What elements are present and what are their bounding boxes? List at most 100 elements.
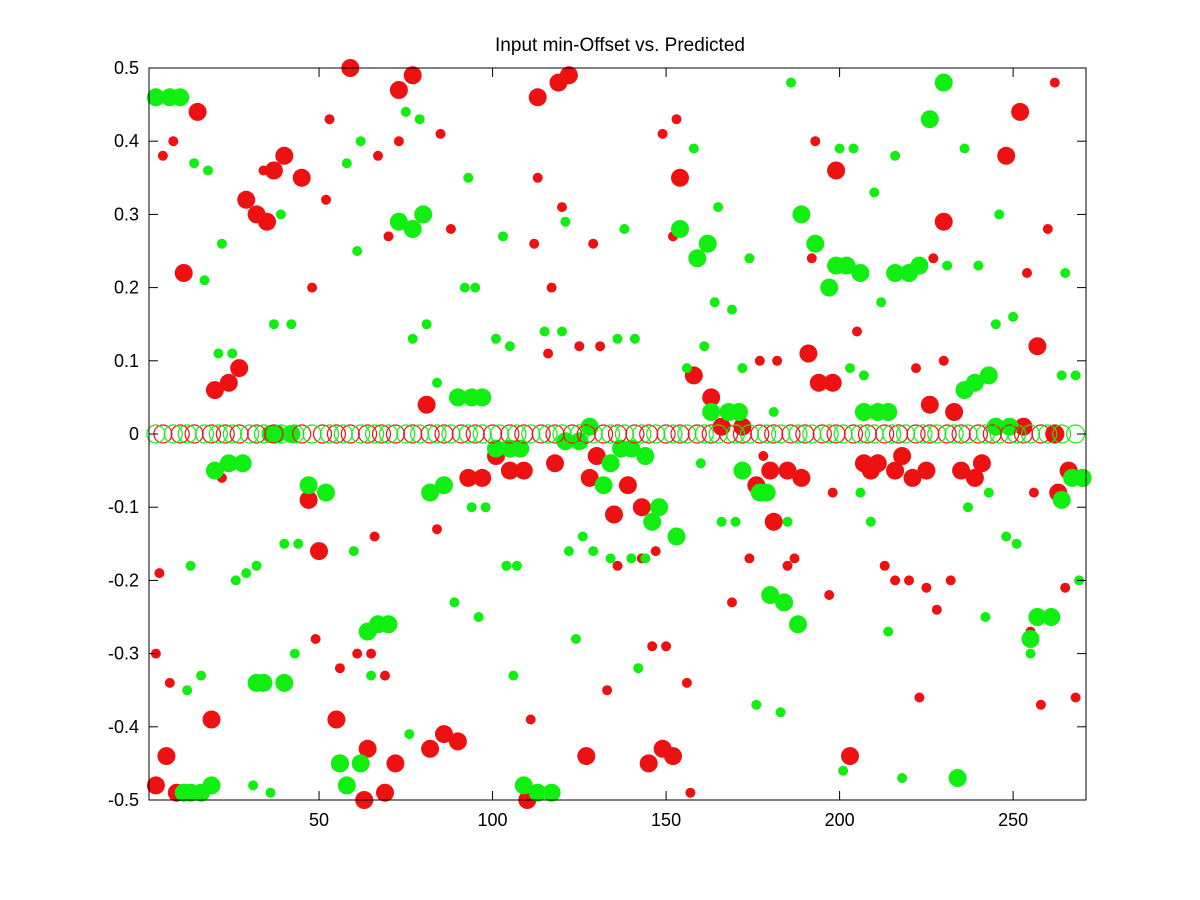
red-ring-marker <box>483 424 503 444</box>
green-data-point <box>612 333 623 344</box>
red-data-point <box>764 512 783 531</box>
y-tick-label: 0.3 <box>114 204 139 224</box>
green-data-point <box>570 634 581 644</box>
green-data-point <box>414 205 433 224</box>
red-data-point <box>299 490 318 509</box>
red-data-point <box>792 468 811 487</box>
red-data-point <box>321 194 331 205</box>
red-ring-marker <box>451 424 471 444</box>
green-data-point <box>879 403 898 421</box>
red-data-point <box>639 754 658 773</box>
red-data-point <box>841 747 859 766</box>
y-tick-label: -0.1 <box>108 497 139 517</box>
green-data-point <box>1042 608 1061 626</box>
green-data-point <box>1011 538 1022 549</box>
green-data-point <box>920 110 939 129</box>
green-data-point <box>557 326 567 337</box>
green-ring-marker <box>319 424 340 444</box>
series-green-filled-small <box>182 77 1085 798</box>
green-data-point <box>282 425 301 443</box>
green-data-point <box>1028 608 1047 626</box>
red-data-point <box>580 468 599 487</box>
red-data-point <box>168 136 179 147</box>
green-data-point <box>470 282 481 293</box>
red-data-point <box>559 66 578 85</box>
green-data-point <box>851 264 870 282</box>
green-data-point <box>845 363 855 374</box>
green-data-point <box>216 238 227 249</box>
red-data-point <box>681 677 692 688</box>
red-data-point <box>435 725 453 744</box>
green-data-point <box>466 502 477 513</box>
green-data-point <box>838 765 849 776</box>
red-data-point <box>157 150 168 161</box>
x-tick-label: 50 <box>309 810 329 830</box>
red-ring-marker <box>701 424 721 444</box>
green-data-point <box>699 341 710 352</box>
green-data-point <box>219 454 238 473</box>
red-data-point <box>202 710 221 729</box>
green-data-point <box>189 158 200 169</box>
red-data-point <box>632 498 651 517</box>
green-data-point <box>407 333 418 344</box>
red-data-point <box>647 641 658 652</box>
green-ring-marker <box>913 424 933 444</box>
red-data-point <box>435 128 446 139</box>
green-ring-marker <box>882 424 902 444</box>
red-data-point <box>920 395 939 414</box>
red-data-point <box>528 88 547 107</box>
green-data-point <box>542 783 561 802</box>
red-data-point <box>727 597 737 608</box>
red-data-point <box>903 468 922 487</box>
red-data-point <box>307 282 318 293</box>
green-data-point <box>1070 370 1081 381</box>
green-data-point <box>233 454 252 473</box>
red-ring-marker <box>718 424 739 444</box>
red-ring-marker <box>500 424 520 444</box>
green-data-point <box>463 172 474 183</box>
red-ring-marker <box>843 424 864 444</box>
red-data-point <box>972 454 991 473</box>
red-data-point <box>164 677 175 688</box>
red-data-point <box>389 81 408 99</box>
green-ring-marker <box>472 424 492 444</box>
green-ring-marker <box>663 424 683 444</box>
green-data-point <box>744 253 755 264</box>
red-ring-marker <box>593 424 614 444</box>
green-data-point <box>389 212 408 231</box>
green-data-point <box>1073 468 1092 487</box>
red-data-point <box>799 344 818 363</box>
series-green-open-ring <box>146 424 1086 444</box>
red-data-point <box>324 114 335 125</box>
green-data-point <box>1025 648 1036 659</box>
green-data-point <box>400 106 411 117</box>
green-data-point <box>293 538 304 549</box>
red-data-point <box>546 454 564 473</box>
red-data-point <box>824 590 835 600</box>
green-ring-marker <box>396 424 416 444</box>
red-data-point <box>383 231 394 242</box>
green-ring-marker <box>1006 424 1027 444</box>
red-ring-marker <box>170 424 190 444</box>
green-data-point <box>806 234 825 253</box>
red-ring-marker <box>687 424 707 444</box>
red-data-point <box>448 732 467 751</box>
green-ring-marker <box>208 424 228 444</box>
y-tick-label: -0.4 <box>108 717 139 737</box>
red-data-point <box>650 546 661 557</box>
red-data-point <box>358 739 377 758</box>
green-data-point <box>508 670 519 681</box>
green-data-point <box>713 202 724 213</box>
red-data-point <box>366 648 377 659</box>
green-ring-marker <box>521 424 541 444</box>
green-data-point <box>855 487 866 498</box>
green-data-point <box>751 699 762 710</box>
red-data-point <box>612 560 623 571</box>
green-data-point <box>948 769 967 787</box>
green-data-point <box>688 143 699 154</box>
green-ring-marker <box>1038 424 1058 444</box>
red-data-point <box>188 102 207 121</box>
green-ring-marker <box>757 424 777 444</box>
red-data-point <box>310 542 328 561</box>
